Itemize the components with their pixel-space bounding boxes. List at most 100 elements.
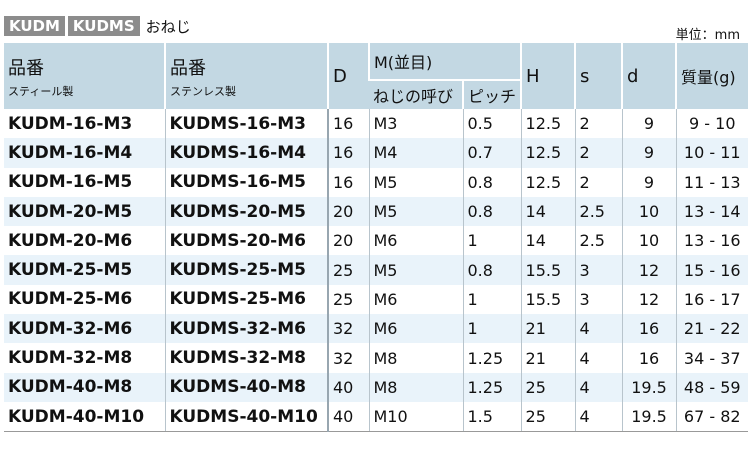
- cell-s: 4: [574, 401, 623, 433]
- cell-nominal: M6: [368, 284, 463, 315]
- cell-part-stainless: KUDMS-16-M4: [164, 138, 328, 168]
- cell-part-stainless: KUDMS-20-M6: [164, 226, 328, 256]
- header-s: s: [574, 43, 623, 109]
- cell-D: 20: [327, 196, 369, 227]
- cell-nominal: M4: [368, 138, 463, 168]
- header-part-steel: 品番 スティール製: [4, 43, 165, 109]
- cell-D: 25: [327, 284, 369, 315]
- cell-nominal: M3: [368, 109, 463, 139]
- cell-part-stainless: KUDMS-16-M5: [164, 167, 328, 197]
- header-H: H: [520, 43, 576, 109]
- cell-H: 25: [520, 401, 576, 433]
- cell-H: 21: [520, 343, 576, 373]
- cell-mass: 13 - 14: [675, 196, 749, 227]
- header-mass: 質量(g): [675, 43, 749, 109]
- cell-d: 19.5: [621, 372, 677, 402]
- table-row: KUDM-25-M5 KUDMS-25-M5 25 M5 0.8 15.5 3 12 15 - …: [4, 255, 749, 285]
- cell-part-stainless: KUDMS-25-M6: [164, 284, 328, 315]
- cell-mass: 48 - 59: [675, 372, 749, 402]
- cell-part-steel: KUDM-25-M6: [8, 289, 133, 310]
- unit-label: 単位：mm: [675, 28, 740, 43]
- cell-s: 2: [574, 138, 623, 168]
- header-d: d: [621, 43, 677, 109]
- cell-pitch: 1: [462, 314, 522, 344]
- cell-d: 12: [621, 255, 677, 285]
- cell-part-steel: KUDM-16-M3: [8, 113, 133, 134]
- cell-part-stainless: KUDMS-32-M8: [164, 343, 328, 373]
- table-row: KUDM-40-M10 KUDMS-40-M10 40 M10 1.5 25 4 19.5 67…: [4, 401, 749, 433]
- header-part-stainless: 品番 ステンレス製: [164, 43, 328, 109]
- cell-pitch: 0.8: [462, 255, 522, 285]
- cell-D: 25: [327, 255, 369, 285]
- cell-D: 40: [327, 401, 369, 433]
- cell-d: 16: [621, 343, 677, 373]
- cell-H: 12.5: [520, 138, 576, 168]
- cell-nominal: M6: [368, 226, 463, 256]
- table-row: KUDM-16-M4 KUDMS-16-M4 16 M4 0.7 12.5 2 9 10 - 1…: [4, 138, 749, 168]
- cell-s: 2.5: [574, 226, 623, 256]
- cell-part-stainless: KUDMS-25-M5: [164, 255, 328, 285]
- cell-pitch: 0.8: [462, 196, 522, 227]
- table-row: KUDM-32-M8 KUDMS-32-M8 32 M8 1.25 21 4 16 34 - 3…: [4, 343, 749, 373]
- cell-part-steel: KUDM-40-M8: [4, 372, 165, 402]
- cell-part-stainless: KUDMS-16-M3: [164, 109, 328, 139]
- cell-mass: 67 - 82: [675, 401, 749, 433]
- cell-s: 2: [574, 167, 623, 197]
- table-row: KUDM-25-M6 KUDMS-25-M6 25 M6 1 15.5 3 12 16 - 17: [4, 284, 749, 315]
- cell-part-steel: KUDM-40-M10: [4, 401, 165, 433]
- cell-D: 20: [327, 226, 369, 256]
- cell-D: 16: [327, 167, 369, 197]
- cell-H: 15.5: [520, 284, 576, 315]
- cell-d: 12: [621, 284, 677, 315]
- cell-mass: 11 - 13: [675, 167, 749, 197]
- cell-D: 40: [327, 372, 369, 402]
- spec-table: 品番 スティール製 品番 ステンレス製 D M(並目) H s d 質量(g) ねじ…: [4, 43, 749, 433]
- cell-mass: 10 - 11: [675, 138, 749, 168]
- table-row: KUDM-16-M3 KUDMS-16-M3 16 M3 0.5 12.5 2 9 9 - 10: [4, 109, 749, 139]
- cell-part-stainless: KUDMS-32-M6: [164, 314, 328, 344]
- cell-D: 32: [327, 314, 369, 344]
- cell-nominal: M5: [368, 167, 463, 197]
- cell-d: 10: [621, 226, 677, 256]
- cell-d: 9: [621, 138, 677, 168]
- cell-H: 12.5: [520, 167, 576, 197]
- cell-d: 9: [621, 109, 677, 139]
- cell-mass: 9 - 10: [675, 109, 749, 139]
- cell-mass: 34 - 37: [675, 343, 749, 373]
- cell-s: 4: [574, 314, 623, 344]
- cell-D: 16: [327, 109, 369, 139]
- cell-mass: 21 - 22: [675, 314, 749, 344]
- cell-part-steel: KUDM-25-M5: [4, 255, 165, 285]
- cell-nominal: M10: [368, 401, 463, 433]
- cell-mass: 16 - 17: [675, 284, 749, 315]
- product-title: KUDM KUDMS おねじ: [4, 16, 191, 36]
- cell-d: 16: [621, 314, 677, 344]
- cell-H: 15.5: [520, 255, 576, 285]
- cell-part-steel: KUDM-32-M8: [8, 348, 133, 369]
- cell-pitch: 1.25: [462, 343, 522, 373]
- title-suffix: おねじ: [145, 17, 191, 36]
- cell-H: 21: [520, 314, 576, 344]
- cell-part-steel: KUDM-20-M6: [8, 230, 133, 251]
- cell-part-stainless: KUDMS-40-M10: [164, 401, 328, 433]
- cell-nominal: M5: [368, 196, 463, 227]
- cell-s: 3: [574, 255, 623, 285]
- cell-s: 3: [574, 284, 623, 315]
- cell-nominal: M6: [368, 314, 463, 344]
- table-row: KUDM-20-M5 KUDMS-20-M5 20 M5 0.8 14 2.5 10 13 - …: [4, 196, 749, 227]
- table-row: KUDM-16-M5 KUDMS-16-M5 16 M5 0.8 12.5 2 9 11 - 1…: [4, 167, 749, 197]
- cell-part-steel: KUDM-32-M6: [4, 314, 165, 344]
- cell-pitch: 1: [462, 226, 522, 256]
- cell-s: 2: [574, 109, 623, 139]
- cell-s: 4: [574, 372, 623, 402]
- table-row: KUDM-32-M6 KUDMS-32-M6 32 M6 1 21 4 16 21 - 22: [4, 314, 749, 344]
- cell-part-stainless: KUDMS-40-M8: [164, 372, 328, 402]
- cell-D: 32: [327, 343, 369, 373]
- cell-d: 10: [621, 196, 677, 227]
- cell-part-steel: KUDM-20-M5: [4, 196, 165, 227]
- header-D: D: [327, 43, 369, 109]
- header-nominal: ねじの呼び: [369, 80, 463, 109]
- cell-s: 2.5: [574, 196, 623, 227]
- cell-pitch: 0.5: [462, 109, 522, 139]
- cell-H: 14: [520, 226, 576, 256]
